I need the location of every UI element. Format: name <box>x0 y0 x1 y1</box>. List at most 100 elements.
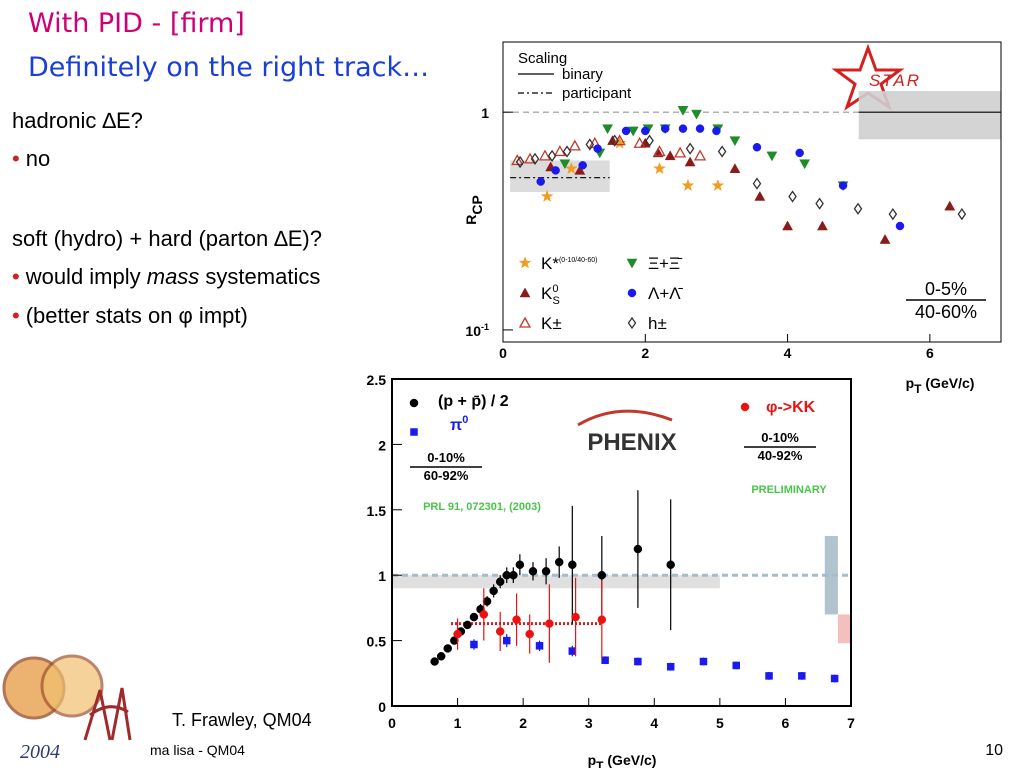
data-point <box>568 560 577 569</box>
data-point <box>788 190 797 203</box>
y-tick-label: 1 <box>481 105 489 121</box>
data-point <box>578 161 587 170</box>
plot-frame <box>391 378 852 707</box>
data-point <box>634 657 642 666</box>
data-point <box>554 557 564 567</box>
data-point <box>512 615 521 624</box>
data-point <box>469 612 479 622</box>
body-text: soft (hydro) + hard (parton ∆E)? <box>12 226 322 251</box>
status-label: PRELIMINARY <box>751 484 827 496</box>
data-point <box>495 577 505 586</box>
data-point <box>633 544 643 554</box>
data-point <box>957 208 967 221</box>
title-line: With PID - [firm] <box>28 8 245 39</box>
data-point <box>729 136 741 147</box>
data-point <box>541 567 551 576</box>
x-axis-title: pT (GeV/c) <box>906 375 975 396</box>
band <box>858 91 1001 140</box>
data-point <box>515 155 525 169</box>
legend-marker <box>518 256 532 269</box>
data-point <box>782 220 793 231</box>
data-point <box>699 657 708 666</box>
legend-marker <box>409 398 419 408</box>
x-axis-title: pT (GeV/c) <box>588 752 657 768</box>
x-axis-var: p <box>906 375 915 391</box>
fraction-den: 40-60% <box>915 302 977 322</box>
y-tick-base: 2.5 <box>367 372 387 388</box>
legend-label: binary <box>562 66 603 83</box>
credit: T. Frawley, QM04 <box>172 710 312 730</box>
body-line: • (better stats on φ impt) <box>12 303 248 328</box>
band <box>510 160 610 192</box>
data-point <box>684 156 696 167</box>
data-point <box>641 126 650 136</box>
data-point <box>752 177 762 190</box>
data-point <box>691 109 702 120</box>
y-tick-base: 1 <box>378 568 386 584</box>
data-point <box>585 138 595 151</box>
legend-label: (p + p̄) / 2 <box>438 393 509 410</box>
x-tick-label: 2 <box>641 345 649 361</box>
y-tick-label: 2.5 <box>367 372 387 388</box>
data-point <box>633 136 646 148</box>
legend-label: φ->KK <box>766 399 816 416</box>
legend-sup: (0-10/40-60) <box>559 257 598 264</box>
data-point <box>666 663 675 671</box>
data-point <box>799 159 811 170</box>
data-point <box>674 146 687 158</box>
data-point <box>695 124 705 133</box>
body-line: • would imply mass systematics <box>12 264 320 289</box>
data-point <box>436 652 446 661</box>
legend-label: h± <box>648 314 667 333</box>
body-text: mass <box>147 264 200 289</box>
fraction-num: 0-5% <box>925 279 967 299</box>
legend-marker <box>627 316 637 330</box>
data-point <box>888 208 898 221</box>
x-axis-var: p <box>588 752 597 768</box>
legend-name: K* <box>541 254 559 273</box>
data-point <box>732 661 740 670</box>
data-point <box>895 221 905 231</box>
data-point <box>653 161 666 175</box>
bullet: • <box>12 146 20 171</box>
legend-name: h± <box>648 314 667 333</box>
plot-logo: STAR <box>869 71 921 90</box>
data-point <box>564 161 578 175</box>
data-point <box>711 178 725 192</box>
x-tick-label: 6 <box>926 345 934 361</box>
y-tick-base: 0.5 <box>367 634 387 650</box>
x-tick-label: 3 <box>585 715 593 731</box>
data-point <box>568 647 577 655</box>
data-point <box>430 657 439 666</box>
data-point <box>817 220 828 231</box>
data-point <box>838 181 848 190</box>
data-point <box>568 139 581 151</box>
band <box>824 535 838 615</box>
data-point <box>602 124 614 135</box>
data-point <box>795 148 804 158</box>
legend-name: Λ+Λ̄ <box>648 284 684 303</box>
legend-label: participant <box>562 85 632 102</box>
y-tick-label: 1 <box>378 568 386 584</box>
plot-logo: PHENIX <box>587 429 676 456</box>
fraction-den: 40-92% <box>758 448 803 463</box>
x-axis-unit: (GeV/c) <box>922 375 975 391</box>
x-tick-label: 1 <box>454 715 462 731</box>
legend-name: (p + p̄) / 2 <box>438 393 509 410</box>
fraction-num: 0-10% <box>427 450 465 465</box>
legend-name: K± <box>541 314 562 333</box>
data-point <box>536 177 545 186</box>
plot-frame <box>502 41 1002 343</box>
x-tick-label: 7 <box>847 715 855 731</box>
x-tick-label: 6 <box>782 715 790 731</box>
x-axis-unit: (GeV/c) <box>604 752 657 768</box>
y-axis-var: R <box>463 215 479 225</box>
body-line: hadronic ∆E? <box>12 108 143 133</box>
y-tick-exp: -1 <box>481 322 489 332</box>
x-tick-label: 0 <box>499 345 507 361</box>
phenix-swoosh <box>577 409 673 427</box>
data-point <box>538 149 552 161</box>
x-axis-sub: T <box>596 759 604 768</box>
data-point <box>627 126 639 137</box>
